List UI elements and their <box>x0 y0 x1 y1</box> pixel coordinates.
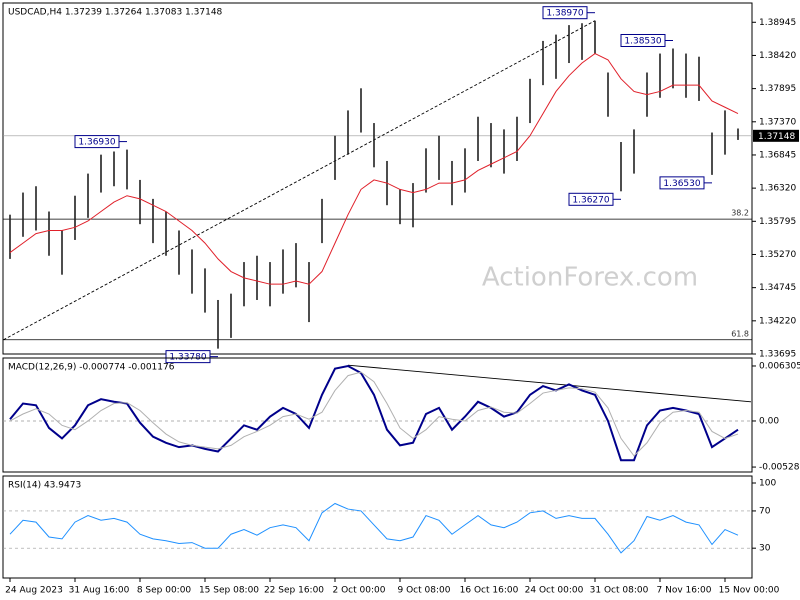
y-tick-label: 1.34220 <box>759 316 796 326</box>
price-label: 1.36530 <box>663 179 700 189</box>
y-tick-label: 1.37895 <box>759 84 796 94</box>
panel-frame <box>2 475 753 579</box>
y-tick-label: 100 <box>759 478 776 488</box>
price-label: 1.36270 <box>572 195 609 205</box>
trendline <box>347 364 752 403</box>
x-tick-label: 7 Nov 16:00 <box>657 586 712 596</box>
price-label: 1.36930 <box>78 138 115 148</box>
y-tick-label: 0.006305 <box>759 361 800 371</box>
last-price-label: 1.37148 <box>758 132 795 142</box>
y-tick-label: 1.37370 <box>759 117 796 127</box>
watermark: ActionForex.com <box>482 263 698 293</box>
moving-average <box>9 52 739 285</box>
trendline <box>3 20 596 341</box>
x-tick-label: 9 Oct 08:00 <box>398 586 451 596</box>
y-tick-label: 1.33695 <box>759 350 796 360</box>
y-tick-label: 1.36320 <box>759 184 796 194</box>
x-tick-label: 8 Sep 00:00 <box>137 586 192 596</box>
y-tick-label: 70 <box>759 506 771 516</box>
y-tick-label: 1.36845 <box>759 150 796 160</box>
panel-title: RSI(14) 43.9473 <box>8 481 81 491</box>
x-tick-label: 31 Oct 08:00 <box>590 586 649 596</box>
last-price-tag <box>753 129 799 142</box>
level-label: 38.2 <box>731 209 749 218</box>
y-tick-label: 1.38420 <box>759 51 796 61</box>
x-tick-label: 15 Sep 08:00 <box>199 586 259 596</box>
price-label: 1.38530 <box>624 36 661 46</box>
y-tick-label: -0.005283 <box>759 463 800 473</box>
y-tick-label: 1.34745 <box>759 283 796 293</box>
x-tick-label: 16 Oct 16:00 <box>460 586 519 596</box>
x-tick-label: 24 Oct 00:00 <box>525 586 584 596</box>
panel-frame <box>2 2 753 355</box>
panel-frame <box>2 357 753 473</box>
indicator-line <box>9 371 739 457</box>
y-tick-label: 1.35270 <box>759 250 796 260</box>
x-tick-label: 22 Sep 16:00 <box>264 586 324 596</box>
y-tick-label: 0.00 <box>759 416 779 426</box>
y-tick-label: 1.38945 <box>759 18 796 28</box>
panel-title: USDCAD,H4 1.37239 1.37264 1.37083 1.3714… <box>8 8 223 18</box>
level-label: 61.8 <box>731 329 749 338</box>
x-tick-label: 24 Aug 2023 <box>5 586 63 596</box>
indicator-line <box>9 502 739 554</box>
x-tick-label: 15 Nov 00:00 <box>719 586 780 596</box>
x-tick-label: 2 Oct 00:00 <box>333 586 386 596</box>
indicator-line <box>9 364 739 462</box>
price-label: 1.38970 <box>546 9 583 19</box>
x-tick-label: 31 Aug 16:00 <box>69 586 130 596</box>
panel-title: MACD(12,26,9) -0.000774 -0.001176 <box>8 363 175 373</box>
y-tick-label: 30 <box>759 544 771 554</box>
y-tick-label: 1.35795 <box>759 217 796 227</box>
